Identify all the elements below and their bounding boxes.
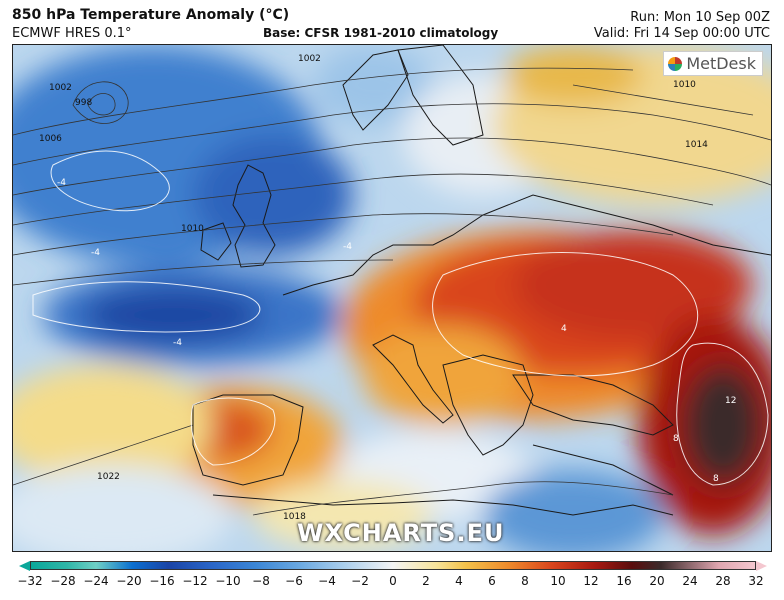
colorbar bbox=[19, 561, 767, 571]
colorbar-tick-label: 4 bbox=[455, 574, 463, 588]
isobar-label: 1018 bbox=[283, 512, 306, 522]
contour-label: -4 bbox=[343, 242, 352, 252]
isobar-label: 998 bbox=[75, 98, 92, 108]
contour-label: -4 bbox=[173, 338, 182, 348]
colorbar-tick-label: −2 bbox=[351, 574, 369, 588]
colorbar-tick-label: −8 bbox=[252, 574, 270, 588]
isobar-label: 1014 bbox=[685, 140, 708, 150]
colorbar-tick-label: −28 bbox=[50, 574, 76, 588]
colorbar-tick-label: 12 bbox=[583, 574, 599, 588]
contour-label: 12 bbox=[725, 396, 736, 406]
colorbar-tick-label: 2 bbox=[422, 574, 430, 588]
valid-time-label: Valid: Fri 14 Sep 00:00 UTC bbox=[593, 26, 770, 41]
colorbar-tick-label: 28 bbox=[715, 574, 731, 588]
isobar-label: 1010 bbox=[673, 80, 696, 90]
colorbar-tick-label: −20 bbox=[116, 574, 142, 588]
colorbar-tick-label: 16 bbox=[616, 574, 632, 588]
isobar-label: 1002 bbox=[49, 83, 72, 93]
colorbar-tick-label: 0 bbox=[389, 574, 397, 588]
temperature-field bbox=[13, 45, 771, 551]
isobar-label: 1002 bbox=[298, 54, 321, 64]
contour-label: 8 bbox=[713, 474, 719, 484]
metdesk-logo: MetDesk bbox=[663, 51, 763, 76]
colorbar-tick-label: −24 bbox=[83, 574, 109, 588]
base-climatology-label: Base: CFSR 1981-2010 climatology bbox=[263, 26, 499, 40]
anomaly-contours bbox=[32, 150, 769, 486]
coastlines bbox=[192, 45, 771, 516]
isobar-label: 1006 bbox=[39, 134, 62, 144]
run-time-label: Run: Mon 10 Sep 00Z bbox=[630, 10, 770, 25]
map-canvas: 1002 998 1002 1006 1010 1014 1022 1018 1… bbox=[13, 45, 771, 551]
wxcharts-watermark: WXCHARTS.EU bbox=[297, 519, 505, 547]
colorbar-tick-label: −6 bbox=[285, 574, 303, 588]
isobars bbox=[13, 67, 771, 516]
metdesk-logo-text: MetDesk bbox=[686, 54, 756, 73]
metdesk-logo-icon bbox=[668, 56, 683, 71]
chart-title: 850 hPa Temperature Anomaly (°C) bbox=[12, 7, 290, 23]
contour-label: 4 bbox=[561, 324, 567, 334]
colorbar-tick-label: −16 bbox=[149, 574, 175, 588]
colorbar-tick-label: 8 bbox=[521, 574, 529, 588]
isobar-label: 1022 bbox=[97, 472, 120, 482]
model-label: ECMWF HRES 0.1° bbox=[12, 26, 132, 41]
colorbar-tick-label: 10 bbox=[550, 574, 566, 588]
isobar-labels: 1002 998 1002 1006 1010 1014 1022 1018 1… bbox=[39, 54, 708, 522]
colorbar-tick-label: 6 bbox=[488, 574, 496, 588]
colorbar-tick-label: −12 bbox=[182, 574, 208, 588]
colorbar-tick-label: −10 bbox=[215, 574, 241, 588]
colorbar-tick-label: 24 bbox=[682, 574, 698, 588]
colorbar-tick-label: 32 bbox=[748, 574, 764, 588]
colorbar-ticks: −32 −28 −24 −20 −16 −12 −10 −8 −6 −4 −2 0 2 4 6 8 10 12 16… bbox=[17, 574, 763, 590]
colorbar-tick-label: −4 bbox=[318, 574, 336, 588]
colorbar-tick-label: 20 bbox=[649, 574, 665, 588]
contour-label: -4 bbox=[57, 178, 66, 188]
anomaly-map[interactable]: 1002 998 1002 1006 1010 1014 1022 1018 1… bbox=[12, 44, 772, 552]
colorbar-tick-label: −32 bbox=[17, 574, 43, 588]
contour-label: -4 bbox=[91, 248, 100, 258]
contour-labels: -4 -4 -4 -4 4 8 8 12 bbox=[57, 178, 736, 484]
contour-label: 8 bbox=[673, 434, 679, 444]
isobar-label: 1010 bbox=[181, 224, 204, 234]
